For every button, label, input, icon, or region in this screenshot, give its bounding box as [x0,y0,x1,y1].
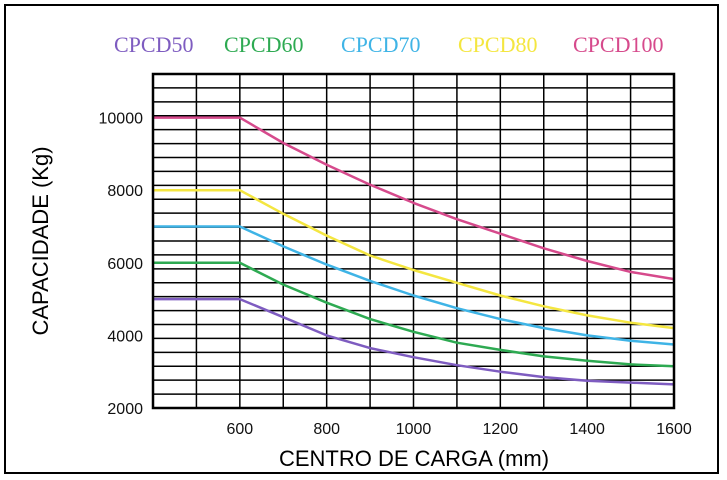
x-tick-label: 1000 [396,421,432,438]
plot-border [151,72,676,410]
legend-entry-cpcd50: CPCD50 [114,32,193,57]
legend-entry-cpcd100: CPCD100 [573,32,663,57]
y-tick-label: 6000 [107,256,143,273]
legend-entry-cpcd70: CPCD70 [341,32,420,57]
legend-entry-cpcd60: CPCD60 [224,32,303,57]
x-axis-label: CENTRO DE CARGA (mm) [279,446,549,471]
y-tick-label: 8000 [107,183,143,200]
y-tick-label: 4000 [107,328,143,345]
series-line-cpcd60 [153,261,675,368]
series-line-cpcd80 [153,188,675,330]
x-tick-labels: 600 800 1000 1200 1400 1600 [226,421,691,438]
capacity-chart: CPCD50 CPCD60 CPCD70 CPCD80 CPCD100 2000 4000… [28,32,692,471]
y-tick-label: 10000 [99,111,144,128]
x-tick-label: 800 [313,421,340,438]
legend-entry-cpcd80: CPCD80 [458,32,537,57]
series-layer [153,116,675,386]
x-tick-label: 1600 [656,421,692,438]
legend: CPCD50 CPCD60 CPCD70 CPCD80 CPCD100 [114,32,663,57]
series-line-cpcd50 [153,297,675,386]
plot-area [151,72,676,410]
series-line-cpcd70 [153,225,675,346]
x-tick-label: 600 [226,421,253,438]
y-tick-label: 2000 [107,401,143,418]
y-tick-labels: 2000 4000 6000 8000 10000 [99,111,144,418]
x-tick-label: 1200 [483,421,519,438]
chart-frame: CPCD50 CPCD60 CPCD70 CPCD80 CPCD100 2000 4000… [4,4,719,474]
x-tick-label: 1400 [569,421,605,438]
series-line-cpcd100 [153,116,675,281]
y-axis-label: CAPACIDADE (Kg) [28,146,53,335]
